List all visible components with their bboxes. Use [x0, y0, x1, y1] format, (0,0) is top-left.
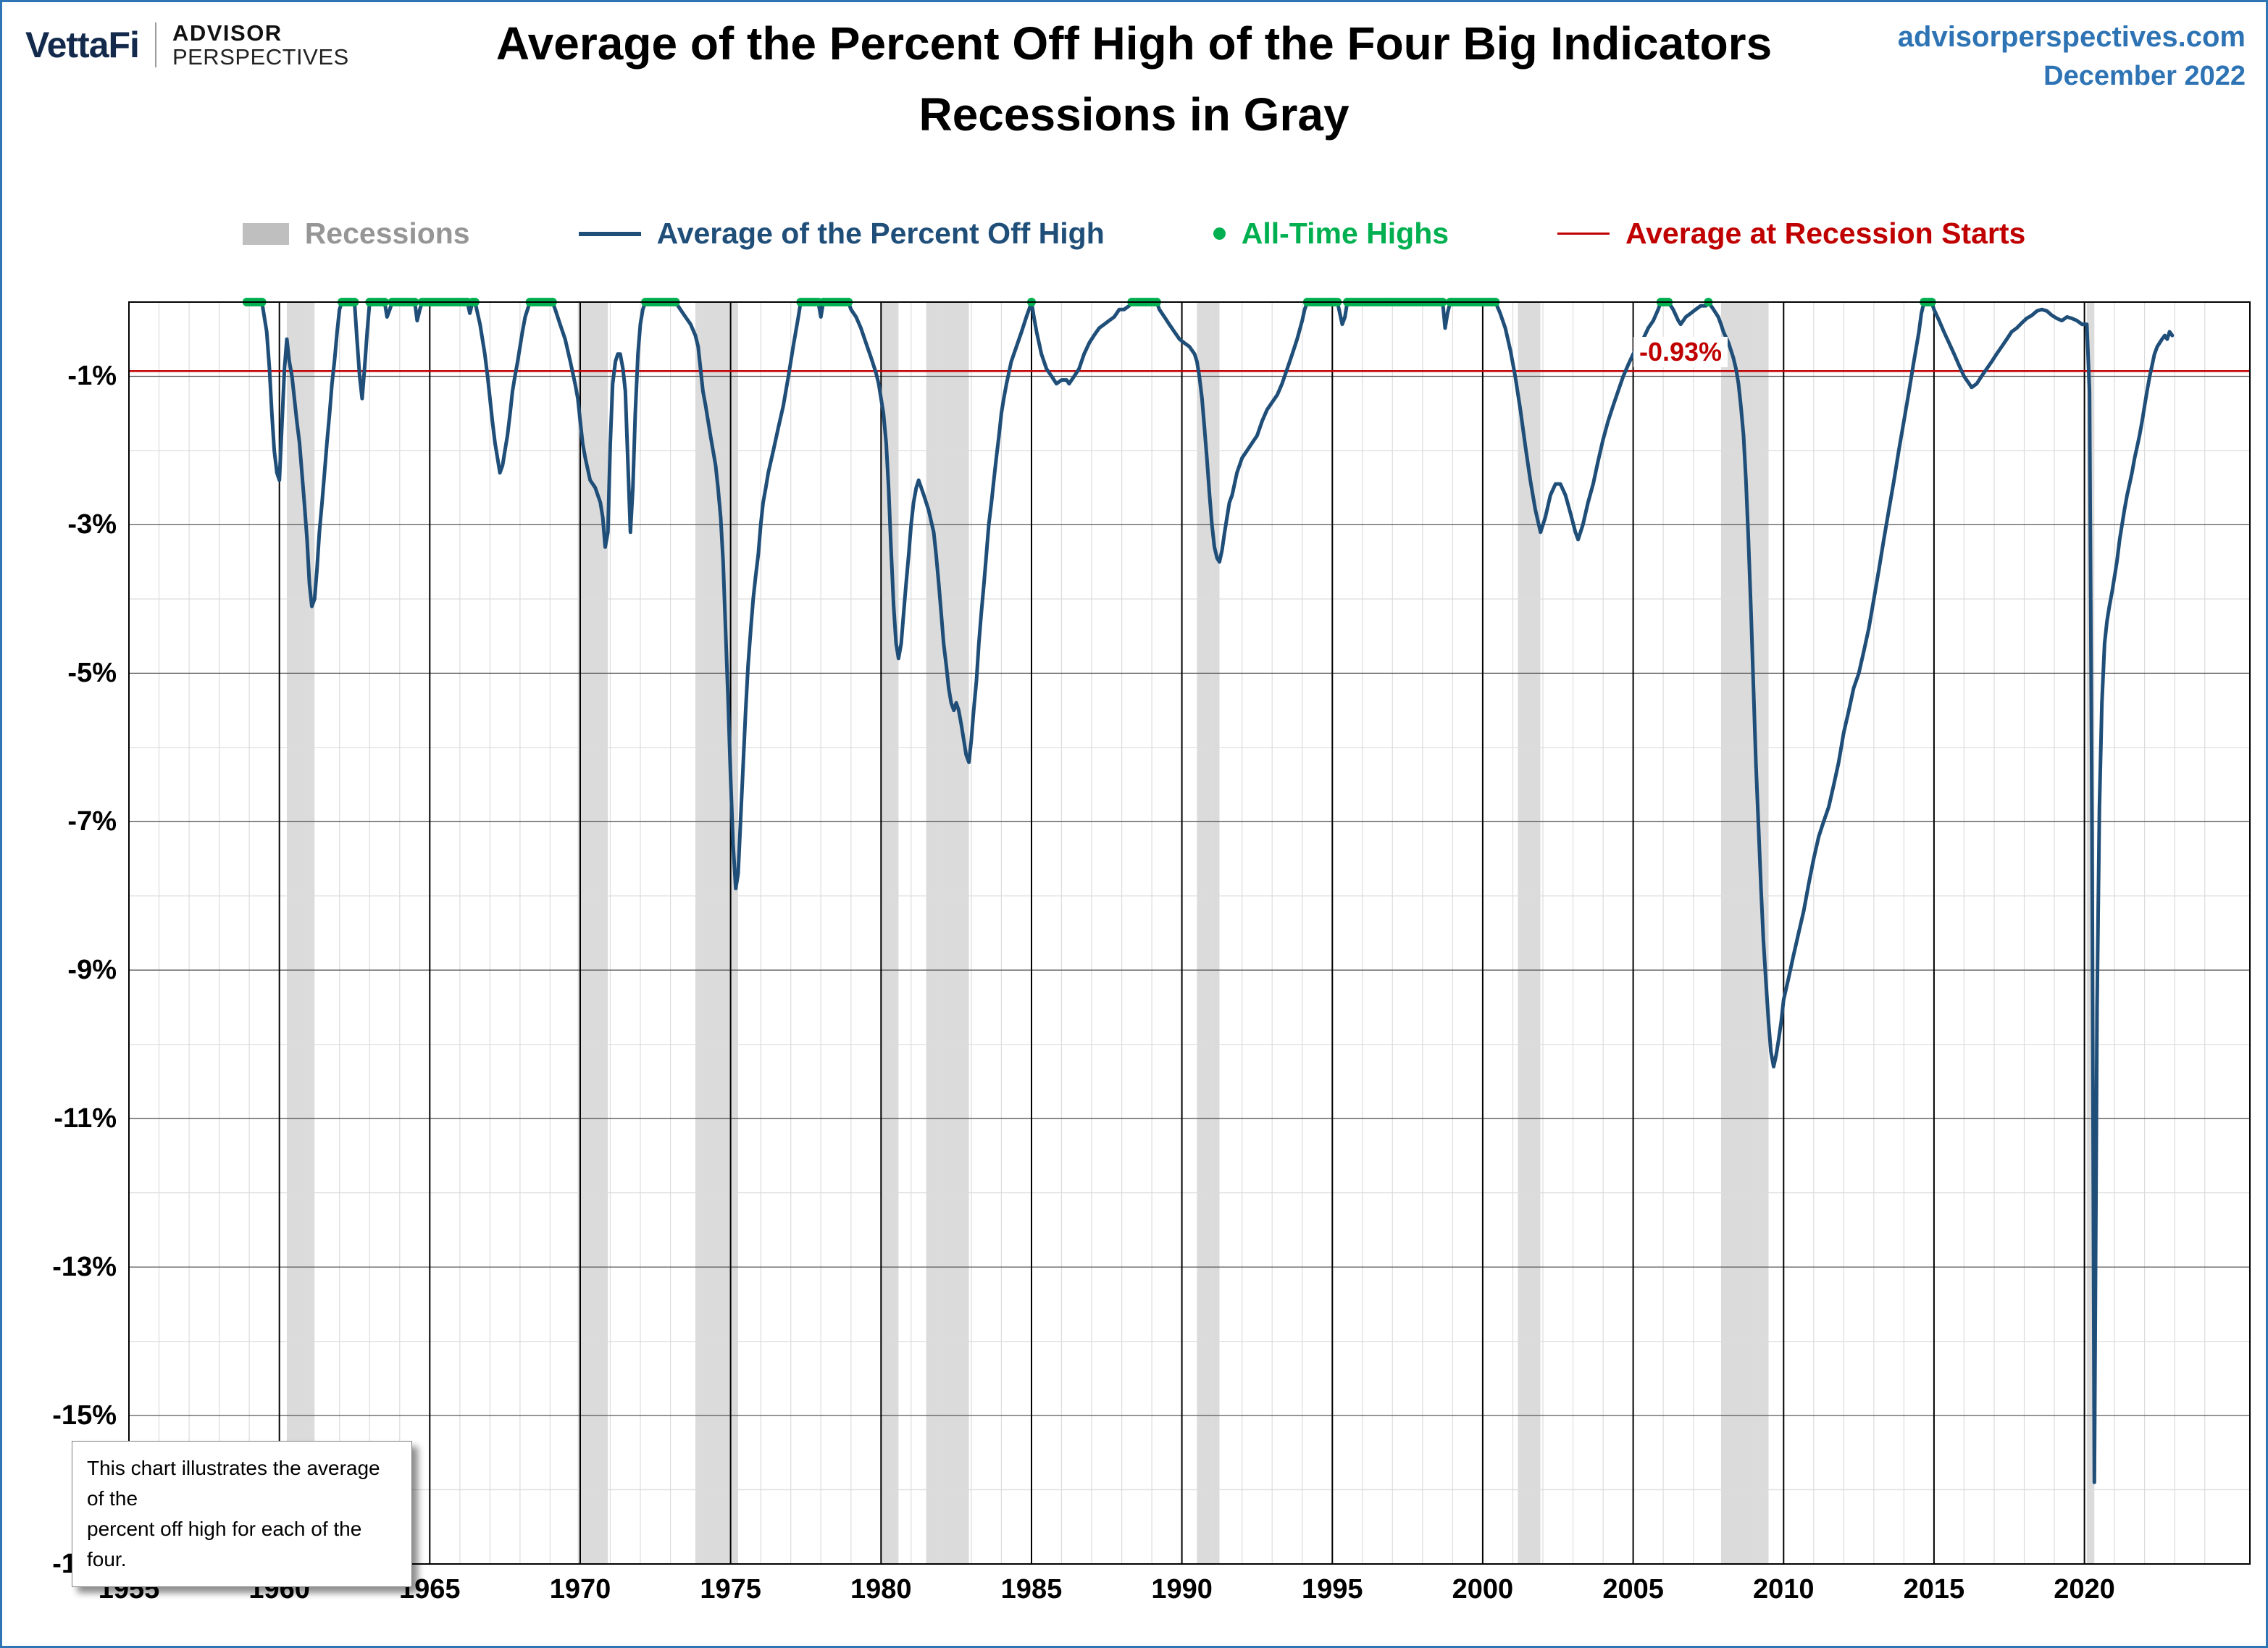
vettafi-logo: VettaFi — [25, 25, 140, 66]
legend-item-avg-at-recession-starts: Average at Recession Starts — [1557, 217, 2025, 251]
recession-band — [1720, 302, 1769, 1564]
note-line1: This chart illustrates the average of th… — [87, 1457, 380, 1510]
recession-band — [1197, 302, 1220, 1564]
advisor-perspectives-logo-line2: PERSPECTIVES — [172, 44, 349, 70]
source-site-text: advisorperspectives.com — [1897, 21, 2246, 53]
average-line-swatch-icon — [578, 231, 641, 236]
x-tick-label: 1995 — [1301, 1574, 1363, 1605]
chart-title-line1: Average of the Percent Off High of the F… — [495, 17, 1773, 70]
y-tick-label: -11% — [54, 1103, 117, 1134]
legend-label-all-time-highs: All-Time Highs — [1241, 217, 1449, 250]
x-tick-label: 1985 — [1000, 1574, 1063, 1605]
legend-label-average-line: Average of the Percent Off High — [656, 217, 1105, 250]
y-tick-label: -1% — [67, 361, 117, 392]
x-tick-label: 1990 — [1151, 1574, 1213, 1605]
source-area: advisorperspectives.com December 2022 — [1898, 21, 2246, 92]
avg-at-recession-starts-swatch-icon — [1557, 233, 1610, 235]
x-tick-label: 1970 — [549, 1574, 611, 1605]
x-tick-label: 2020 — [2054, 1574, 2115, 1605]
average-percent-off-high-line — [245, 300, 2175, 1484]
legend: Recessions Average of the Percent Off Hi… — [2, 217, 2266, 251]
recession-band — [1518, 302, 1541, 1564]
advisor-perspectives-logo: ADVISOR PERSPECTIVES — [172, 21, 349, 70]
y-tick-label: -15% — [52, 1400, 117, 1431]
note-line2: percent off high for each of the four. — [87, 1518, 362, 1570]
x-tick-label: 2005 — [1602, 1574, 1664, 1605]
x-tick-label: 2010 — [1752, 1574, 1815, 1605]
avg-at-recession-starts-label: -0.93% — [1633, 337, 1728, 367]
plot-border — [128, 301, 2251, 1565]
chart-title-line2: Recessions in Gray — [919, 88, 1349, 141]
chart-title: Average of the Percent Off High of the F… — [2, 17, 2266, 141]
y-tick-label: -9% — [67, 955, 117, 986]
note-box: This chart illustrates the average of th… — [72, 1441, 412, 1587]
legend-label-avg-at-recession-starts: Average at Recession Starts — [1625, 217, 2026, 250]
recession-band-swatch-icon — [242, 222, 289, 245]
legend-item-all-time-highs: All-Time Highs — [1213, 217, 1449, 251]
plot-svg — [128, 298, 2251, 1565]
x-tick-label: 1980 — [850, 1574, 912, 1605]
legend-item-average-line: Average of the Percent Off High — [578, 217, 1105, 251]
brand-divider — [154, 22, 156, 68]
y-tick-label: -3% — [67, 509, 117, 540]
y-tick-label: -5% — [67, 658, 117, 689]
x-tick-label: 2000 — [1452, 1574, 1514, 1605]
recession-band — [287, 302, 315, 1564]
x-tick-label: 2015 — [1903, 1574, 1965, 1605]
y-tick-label: -13% — [52, 1252, 117, 1283]
source-date-text: December 2022 — [2043, 61, 2246, 91]
legend-item-recessions: Recessions — [242, 217, 470, 251]
all-time-high-dot-swatch-icon — [1213, 227, 1226, 240]
advisor-perspectives-logo-line1: ADVISOR — [172, 20, 283, 46]
legend-label-recessions: Recessions — [304, 217, 470, 250]
recession-band — [577, 302, 608, 1564]
recession-band — [926, 302, 969, 1564]
x-tick-label: 1975 — [700, 1574, 761, 1605]
y-tick-label: -7% — [67, 806, 117, 837]
brand-area: VettaFi ADVISOR PERSPECTIVES — [25, 21, 349, 70]
